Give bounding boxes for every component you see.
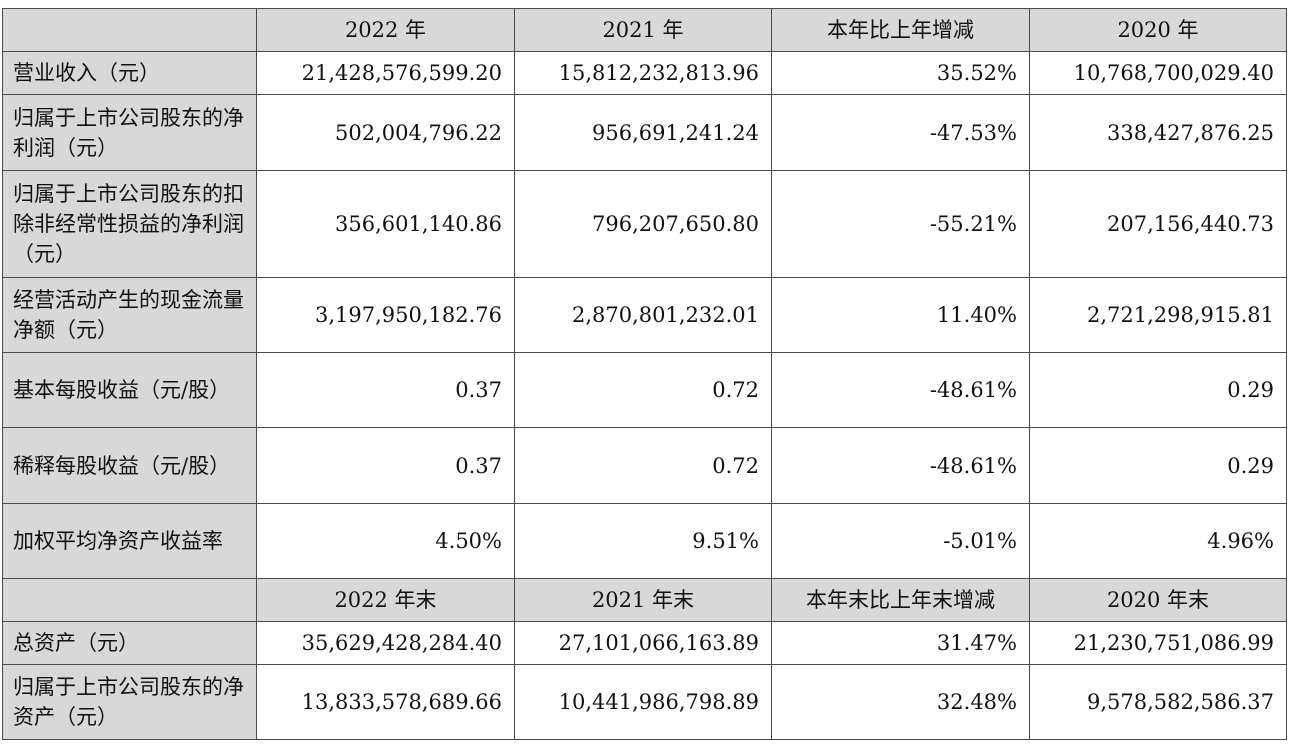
cell-value: 3,197,950,182.76 [256,277,515,353]
cell-value: 2,870,801,232.01 [514,277,772,353]
header-yoy-change: 本年比上年增减 [771,8,1030,52]
table-row: 归属于上市公司股东的扣除非经常性损益的净利润（元） 356,601,140.86… [2,170,1287,278]
cell-value: 207,156,440.73 [1029,170,1287,278]
cell-value: 9.51% [514,503,772,579]
cell-value: 13,833,578,689.66 [256,664,515,740]
cell-value: -48.61% [771,352,1030,428]
row-label-basic-eps: 基本每股收益（元/股） [2,352,257,428]
cell-value: -5.01% [771,503,1030,579]
cell-value: 4.96% [1029,503,1287,579]
financial-summary-table: 2022 年 2021 年 本年比上年增减 2020 年 营业收入（元） 21,… [2,8,1287,740]
header-year-end-2020: 2020 年末 [1029,578,1287,622]
cell-value: 27,101,066,163.89 [514,621,772,665]
row-label-operating-revenue: 营业收入（元） [2,51,257,95]
cell-value: 956,691,241.24 [514,94,772,171]
cell-value: 0.37 [256,352,515,428]
header-year-2020: 2020 年 [1029,8,1287,52]
row-label-net-assets: 归属于上市公司股东的净资产（元） [2,664,257,740]
cell-value: 0.37 [256,427,515,504]
cell-value: 35.52% [771,51,1030,95]
cell-value: 0.29 [1029,352,1287,428]
row-label-net-profit: 归属于上市公司股东的净利润（元） [2,94,257,171]
row-label-total-assets: 总资产（元） [2,621,257,665]
cell-value: 502,004,796.22 [256,94,515,171]
cell-value: -47.53% [771,94,1030,171]
cell-value: 9,578,582,586.37 [1029,664,1287,740]
table-row: 营业收入（元） 21,428,576,599.20 15,812,232,813… [2,51,1287,95]
cell-value: 0.29 [1029,427,1287,504]
cell-value: 21,230,751,086.99 [1029,621,1287,665]
table-row: 归属于上市公司股东的净利润（元） 502,004,796.22 956,691,… [2,94,1287,171]
cell-value: 11.40% [771,277,1030,353]
row-label-diluted-eps: 稀释每股收益（元/股） [2,427,257,504]
cell-value: 31.47% [771,621,1030,665]
row-label-net-profit-excl-nonrecurring: 归属于上市公司股东的扣除非经常性损益的净利润（元） [2,170,257,278]
header-row-annual: 2022 年 2021 年 本年比上年增减 2020 年 [2,8,1287,52]
header-corner-cell [2,578,257,622]
cell-value: 32.48% [771,664,1030,740]
header-year-end-change: 本年末比上年末增减 [771,578,1030,622]
header-row-year-end: 2022 年末 2021 年末 本年末比上年末增减 2020 年末 [2,578,1287,622]
cell-value: -48.61% [771,427,1030,504]
table-row: 归属于上市公司股东的净资产（元） 13,833,578,689.66 10,44… [2,664,1287,740]
row-label-operating-cash-flow: 经营活动产生的现金流量净额（元） [2,277,257,353]
cell-value: -55.21% [771,170,1030,278]
cell-value: 35,629,428,284.40 [256,621,515,665]
header-corner-cell [2,8,257,52]
table-row: 稀释每股收益（元/股） 0.37 0.72 -48.61% 0.29 [2,427,1287,504]
row-label-roe: 加权平均净资产收益率 [2,503,257,579]
cell-value: 796,207,650.80 [514,170,772,278]
header-year-end-2022: 2022 年末 [256,578,515,622]
cell-value: 356,601,140.86 [256,170,515,278]
cell-value: 2,721,298,915.81 [1029,277,1287,353]
table-row: 经营活动产生的现金流量净额（元） 3,197,950,182.76 2,870,… [2,277,1287,353]
cell-value: 21,428,576,599.20 [256,51,515,95]
cell-value: 10,768,700,029.40 [1029,51,1287,95]
table-row: 总资产（元） 35,629,428,284.40 27,101,066,163.… [2,621,1287,665]
header-year-end-2021: 2021 年末 [514,578,772,622]
header-year-2022: 2022 年 [256,8,515,52]
cell-value: 0.72 [514,352,772,428]
cell-value: 4.50% [256,503,515,579]
header-year-2021: 2021 年 [514,8,772,52]
table-row: 基本每股收益（元/股） 0.37 0.72 -48.61% 0.29 [2,352,1287,428]
cell-value: 338,427,876.25 [1029,94,1287,171]
table-row: 加权平均净资产收益率 4.50% 9.51% -5.01% 4.96% [2,503,1287,579]
cell-value: 15,812,232,813.96 [514,51,772,95]
cell-value: 0.72 [514,427,772,504]
cell-value: 10,441,986,798.89 [514,664,772,740]
